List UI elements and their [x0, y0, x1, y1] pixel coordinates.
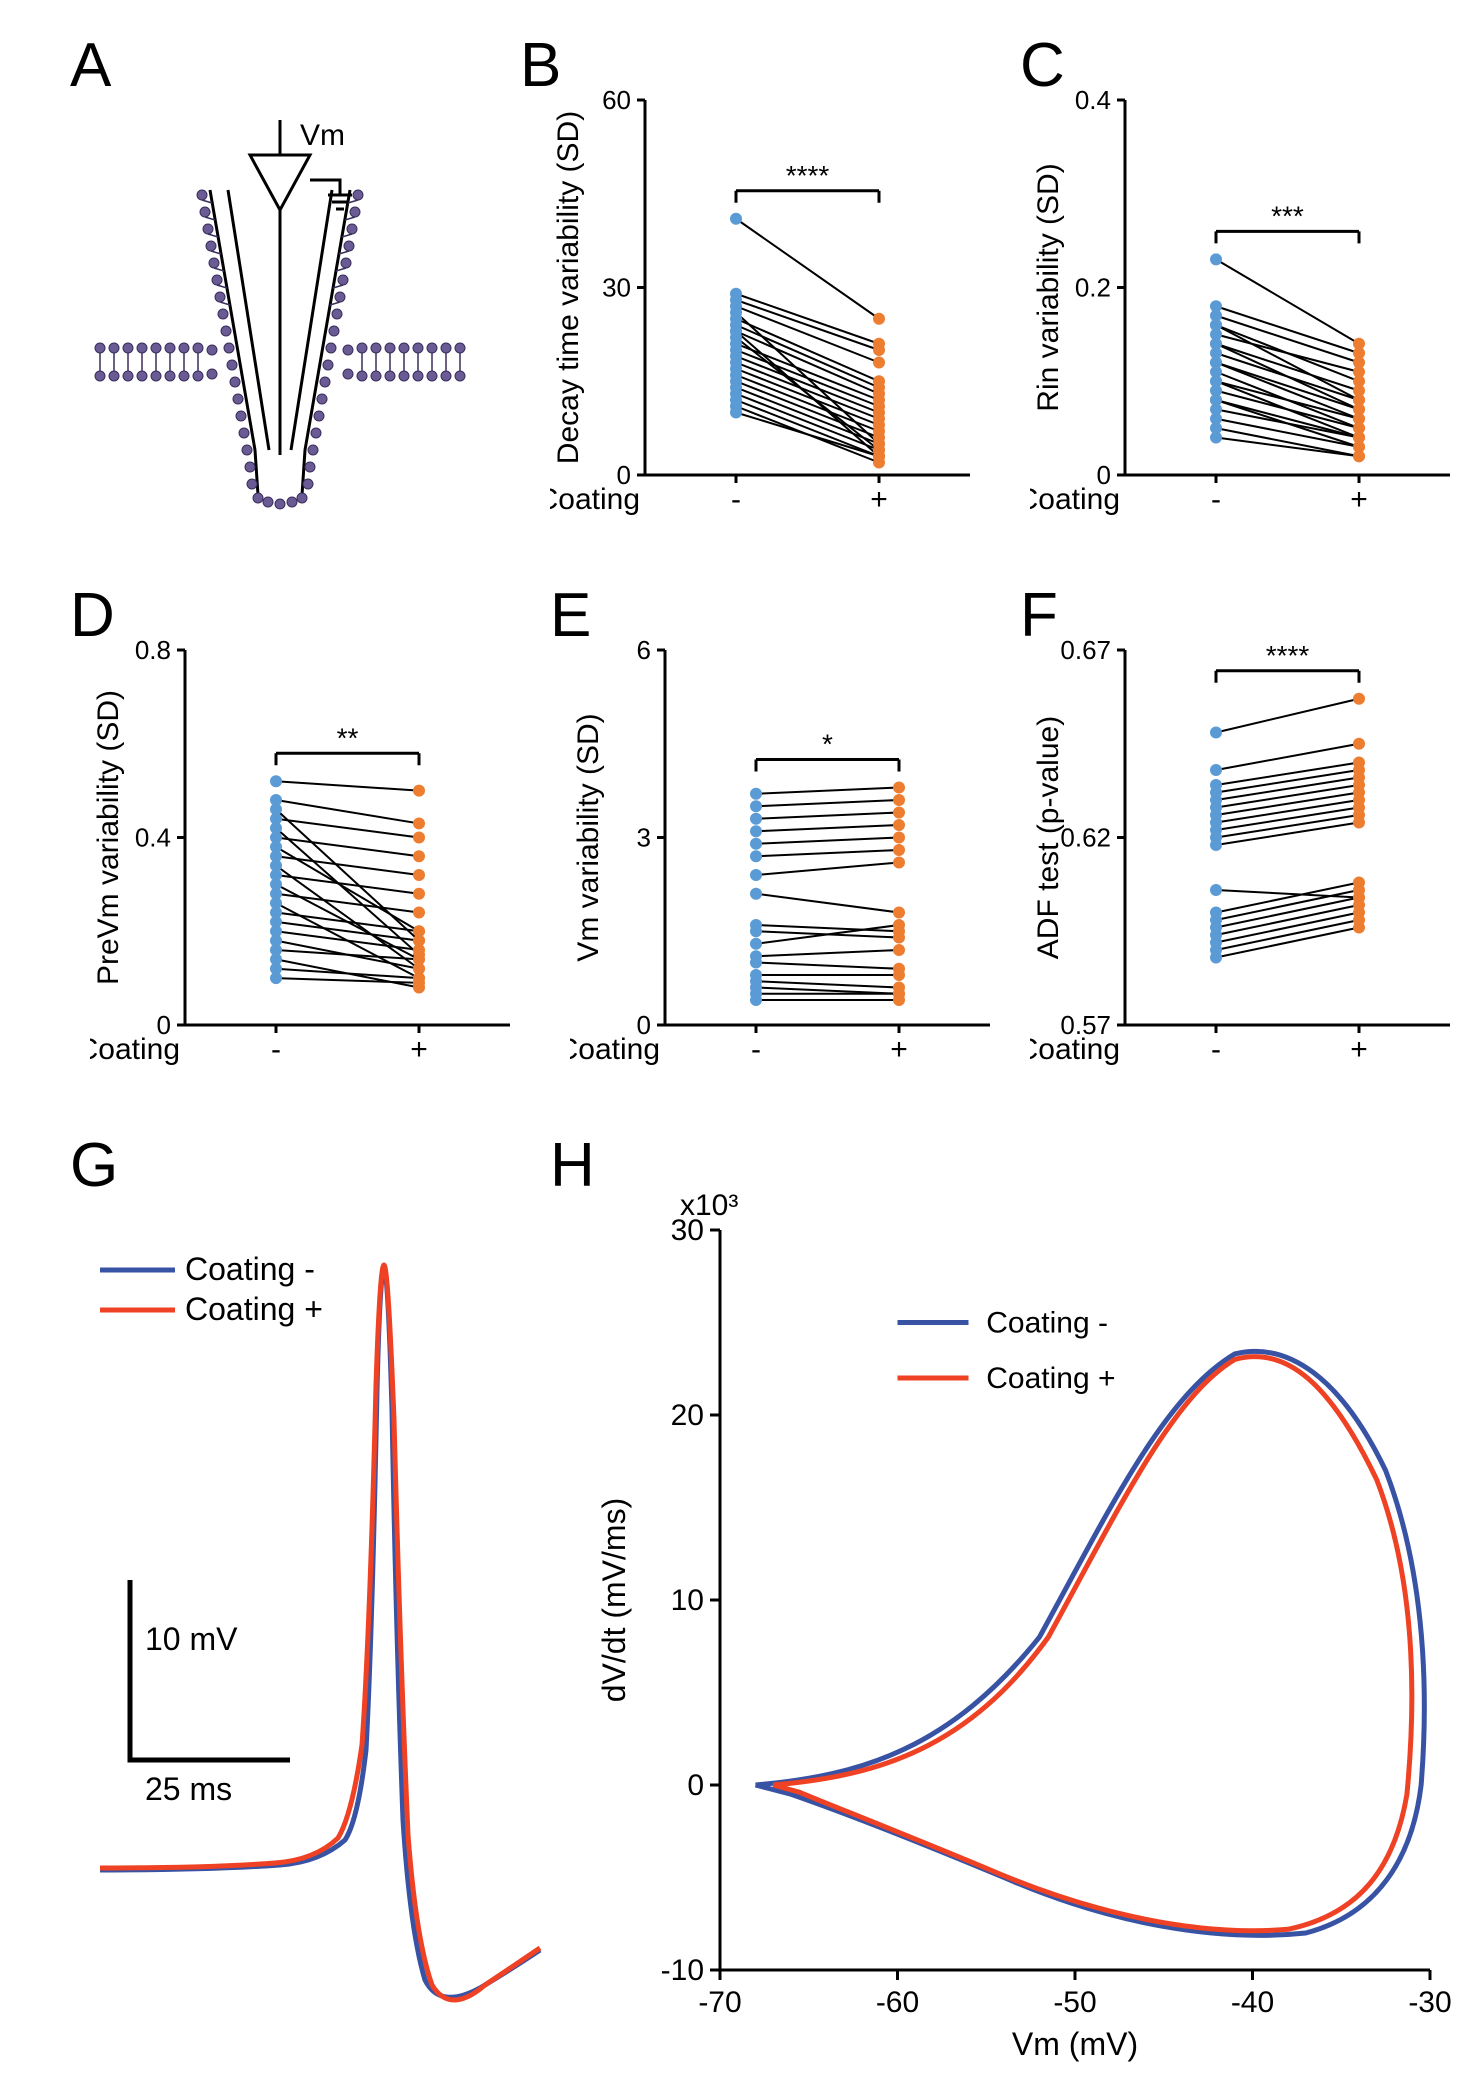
panel-c-chart: 00.20.4-+CoatingRin variability (SD)*** — [1030, 70, 1469, 570]
svg-text:0.62: 0.62 — [1060, 823, 1111, 853]
svg-text:60: 60 — [602, 85, 631, 115]
panel-label-g: G — [70, 1130, 118, 1201]
svg-text:***: *** — [1271, 200, 1304, 231]
svg-text:-60: -60 — [876, 1986, 919, 2019]
svg-text:+: + — [870, 483, 888, 516]
svg-text:Coating +: Coating + — [986, 1362, 1115, 1395]
svg-text:0.4: 0.4 — [135, 823, 171, 853]
figure-container: A B C D E F G H Vm — [20, 20, 1449, 2080]
svg-text:0: 0 — [687, 1769, 704, 1802]
svg-text:6: 6 — [637, 635, 651, 665]
svg-text:10: 10 — [671, 1584, 704, 1617]
svg-text:-70: -70 — [698, 1986, 741, 2019]
svg-text:dV/dt (mV/ms): dV/dt (mV/ms) — [596, 1498, 632, 1702]
svg-text:Coating -: Coating - — [986, 1307, 1108, 1340]
svg-text:Vm (mV): Vm (mV) — [1012, 2026, 1138, 2062]
panel-g-chart: Coating - Coating + 10 mV 25 ms — [60, 1210, 550, 2040]
svg-text:+: + — [410, 1033, 428, 1066]
svg-text:PreVm variability (SD): PreVm variability (SD) — [92, 690, 125, 985]
svg-text:30: 30 — [602, 273, 631, 303]
svg-text:-: - — [731, 483, 741, 516]
svg-text:0.2: 0.2 — [1075, 273, 1111, 303]
vm-label: Vm — [300, 119, 345, 152]
svg-text:0.4: 0.4 — [1075, 85, 1111, 115]
panel-e-chart: 036-+CoatingVm variability (SD)* — [570, 620, 1010, 1120]
svg-text:+: + — [890, 1033, 908, 1066]
panel-h-chart: -100102030-70-60-50-40-30Vm (mV)dV/dt (m… — [580, 1170, 1460, 2070]
svg-text:**: ** — [337, 722, 359, 753]
svg-text:-40: -40 — [1231, 1986, 1274, 2019]
svg-text:Coating: Coating — [550, 483, 640, 516]
svg-text:****: **** — [1266, 640, 1310, 671]
svg-text:x10³: x10³ — [680, 1189, 738, 1222]
svg-text:-: - — [271, 1033, 281, 1066]
svg-text:*: * — [822, 729, 833, 760]
svg-text:Coating: Coating — [90, 1033, 180, 1066]
svg-text:Coating: Coating — [1030, 483, 1120, 516]
svg-text:ADF test (p-value): ADF test (p-value) — [1032, 716, 1065, 959]
panel-a-diagram: Vm — [80, 100, 480, 560]
svg-text:0.8: 0.8 — [135, 635, 171, 665]
svg-text:Decay time variability (SD): Decay time variability (SD) — [552, 111, 585, 464]
panel-f-chart: 0.570.620.67-+CoatingADF test (p-value)*… — [1030, 620, 1469, 1120]
svg-text:****: **** — [786, 160, 830, 191]
panel-label-a: A — [70, 30, 111, 101]
svg-text:Coating: Coating — [1030, 1033, 1120, 1066]
svg-text:-30: -30 — [1408, 1986, 1451, 2019]
scalebar-h: 25 ms — [145, 1771, 232, 1807]
svg-text:-10: -10 — [661, 1954, 704, 1987]
svg-text:-: - — [1211, 1033, 1221, 1066]
svg-text:Coating: Coating — [570, 1033, 660, 1066]
svg-text:Rin variability (SD): Rin variability (SD) — [1032, 163, 1065, 411]
svg-text:20: 20 — [671, 1399, 704, 1432]
svg-text:0.67: 0.67 — [1060, 635, 1111, 665]
svg-text:+: + — [1350, 1033, 1368, 1066]
svg-text:-: - — [751, 1033, 761, 1066]
panel-d-chart: 00.40.8-+CoatingPreVm variability (SD)** — [90, 620, 530, 1120]
svg-text:-50: -50 — [1053, 1986, 1096, 2019]
legend-coating-minus: Coating - — [185, 1251, 315, 1287]
panel-b-chart: 03060-+CoatingDecay time variability (SD… — [550, 70, 990, 570]
legend-coating-plus: Coating + — [185, 1291, 323, 1327]
scalebar-v: 10 mV — [145, 1621, 238, 1657]
svg-text:-: - — [1211, 483, 1221, 516]
svg-text:3: 3 — [637, 823, 651, 853]
svg-text:Vm variability (SD): Vm variability (SD) — [572, 713, 605, 961]
svg-text:+: + — [1350, 483, 1368, 516]
